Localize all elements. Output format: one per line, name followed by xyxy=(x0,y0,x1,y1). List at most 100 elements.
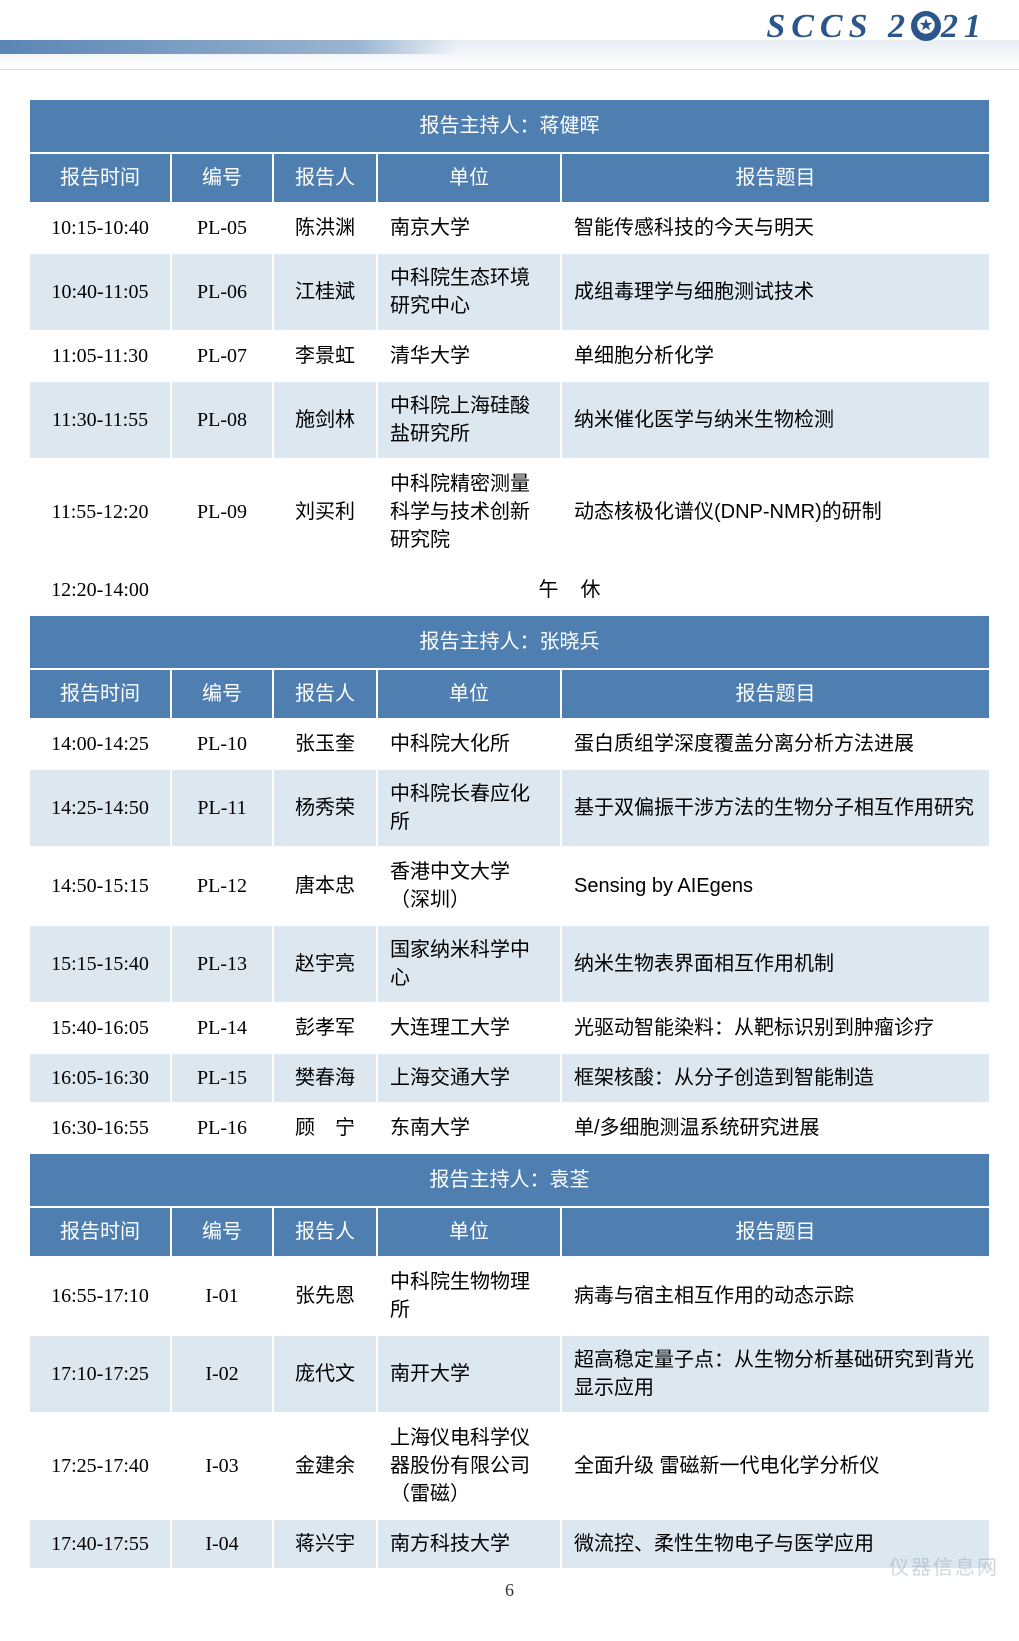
cell-person: 庞代文 xyxy=(273,1335,377,1413)
cell-time: 10:40-11:05 xyxy=(29,253,171,331)
cell-time: 15:15-15:40 xyxy=(29,925,171,1003)
cell-time: 14:50-15:15 xyxy=(29,847,171,925)
cell-code: PL-14 xyxy=(171,1003,273,1053)
cell-time: 14:25-14:50 xyxy=(29,769,171,847)
cell-org: 上海仪电科学仪器股份有限公司（雷磁） xyxy=(377,1413,561,1519)
break-time: 12:20-14:00 xyxy=(29,565,171,615)
cell-time: 11:30-11:55 xyxy=(29,381,171,459)
cell-code: PL-16 xyxy=(171,1103,273,1153)
cell-code: PL-11 xyxy=(171,769,273,847)
table-row: 17:40-17:55I-04蒋兴宇南方科技大学微流控、柔性生物电子与医学应用 xyxy=(29,1519,990,1569)
cell-org: 中科院长春应化所 xyxy=(377,769,561,847)
table-row: 11:05-11:30PL-07李景虹清华大学单细胞分析化学 xyxy=(29,331,990,381)
cell-code: PL-12 xyxy=(171,847,273,925)
table-row: 10:40-11:05PL-06江桂斌中科院生态环境研究中心成组毒理学与细胞测试… xyxy=(29,253,990,331)
cell-title: 基于双偏振干涉方法的生物分子相互作用研究 xyxy=(561,769,990,847)
column-header: 报告人 xyxy=(273,153,377,203)
table-row: 15:15-15:40PL-13赵宇亮国家纳米科学中心纳米生物表界面相互作用机制 xyxy=(29,925,990,1003)
table-row: 17:10-17:25I-02庞代文南开大学超高稳定量子点：从生物分析基础研究到… xyxy=(29,1335,990,1413)
cell-org: 中科院上海硅酸盐研究所 xyxy=(377,381,561,459)
cell-code: PL-15 xyxy=(171,1053,273,1103)
session-chair: 报告主持人：张晓兵 xyxy=(29,615,990,669)
cell-person: 蒋兴宇 xyxy=(273,1519,377,1569)
cell-title: Sensing by AIEgens xyxy=(561,847,990,925)
cell-title: 动态核极化谱仪(DNP-NMR)的研制 xyxy=(561,459,990,565)
cell-code: I-02 xyxy=(171,1335,273,1413)
column-header-row: 报告时间编号报告人单位报告题目 xyxy=(29,1207,990,1257)
cell-person: 杨秀荣 xyxy=(273,769,377,847)
cell-title: 单细胞分析化学 xyxy=(561,331,990,381)
table-row: 16:30-16:55PL-16顾 宁东南大学单/多细胞测温系统研究进展 xyxy=(29,1103,990,1153)
column-header: 报告时间 xyxy=(29,669,171,719)
cell-title: 全面升级 雷磁新一代电化学分析仪 xyxy=(561,1413,990,1519)
table-row: 14:50-15:15PL-12唐本忠香港中文大学（深圳）Sensing by … xyxy=(29,847,990,925)
cell-code: PL-13 xyxy=(171,925,273,1003)
cell-time: 10:15-10:40 xyxy=(29,203,171,253)
table-row: 10:15-10:40PL-05陈洪渊南京大学智能传感科技的今天与明天 xyxy=(29,203,990,253)
column-header: 编号 xyxy=(171,1207,273,1257)
column-header: 编号 xyxy=(171,669,273,719)
column-header: 单位 xyxy=(377,1207,561,1257)
session-chair: 报告主持人：蒋健晖 xyxy=(29,99,990,153)
table-row: 11:55-12:20PL-09刘买利中科院精密测量科学与技术创新研究院动态核极… xyxy=(29,459,990,565)
cell-org: 中科院精密测量科学与技术创新研究院 xyxy=(377,459,561,565)
cell-time: 17:25-17:40 xyxy=(29,1413,171,1519)
cell-code: PL-09 xyxy=(171,459,273,565)
cell-time: 17:40-17:55 xyxy=(29,1519,171,1569)
column-header: 单位 xyxy=(377,153,561,203)
cell-time: 16:05-16:30 xyxy=(29,1053,171,1103)
column-header: 编号 xyxy=(171,153,273,203)
cell-person: 施剑林 xyxy=(273,381,377,459)
table-row: 14:25-14:50PL-11杨秀荣中科院长春应化所基于双偏振干涉方法的生物分… xyxy=(29,769,990,847)
event-logo: SCCS 2✪21 xyxy=(766,8,987,46)
cell-person: 唐本忠 xyxy=(273,847,377,925)
cell-org: 中科院生物物理所 xyxy=(377,1257,561,1335)
cell-person: 江桂斌 xyxy=(273,253,377,331)
session-chair-row: 报告主持人：张晓兵 xyxy=(29,615,990,669)
logo-text-left: SCCS 2 xyxy=(766,8,911,45)
page-body: 报告主持人：蒋健晖报告时间编号报告人单位报告题目10:15-10:40PL-05… xyxy=(0,70,1019,1641)
page-number: 6 xyxy=(28,1570,991,1621)
column-header-row: 报告时间编号报告人单位报告题目 xyxy=(29,153,990,203)
cell-person: 彭孝军 xyxy=(273,1003,377,1053)
break-label: 午休 xyxy=(171,565,990,615)
cell-code: PL-06 xyxy=(171,253,273,331)
cell-org: 上海交通大学 xyxy=(377,1053,561,1103)
cell-code: I-04 xyxy=(171,1519,273,1569)
cell-person: 张玉奎 xyxy=(273,719,377,769)
cell-person: 樊春海 xyxy=(273,1053,377,1103)
cell-title: 单/多细胞测温系统研究进展 xyxy=(561,1103,990,1153)
cell-org: 南方科技大学 xyxy=(377,1519,561,1569)
cell-code: PL-05 xyxy=(171,203,273,253)
cell-person: 陈洪渊 xyxy=(273,203,377,253)
cell-person: 刘买利 xyxy=(273,459,377,565)
cell-title: 成组毒理学与细胞测试技术 xyxy=(561,253,990,331)
cell-title: 蛋白质组学深度覆盖分离分析方法进展 xyxy=(561,719,990,769)
cell-org: 香港中文大学（深圳） xyxy=(377,847,561,925)
break-row: 12:20-14:00午休 xyxy=(29,565,990,615)
cell-code: PL-07 xyxy=(171,331,273,381)
schedule-table: 报告主持人：蒋健晖报告时间编号报告人单位报告题目10:15-10:40PL-05… xyxy=(28,98,991,1570)
cell-title: 智能传感科技的今天与明天 xyxy=(561,203,990,253)
column-header: 报告时间 xyxy=(29,1207,171,1257)
cell-time: 16:30-16:55 xyxy=(29,1103,171,1153)
cell-person: 李景虹 xyxy=(273,331,377,381)
column-header: 报告题目 xyxy=(561,669,990,719)
cell-time: 17:10-17:25 xyxy=(29,1335,171,1413)
session-chair-row: 报告主持人：袁荃 xyxy=(29,1153,990,1207)
cell-org: 南京大学 xyxy=(377,203,561,253)
cell-org: 清华大学 xyxy=(377,331,561,381)
cell-person: 赵宇亮 xyxy=(273,925,377,1003)
column-header: 单位 xyxy=(377,669,561,719)
table-row: 16:55-17:10I-01张先恩中科院生物物理所病毒与宿主相互作用的动态示踪 xyxy=(29,1257,990,1335)
cell-title: 框架核酸：从分子创造到智能制造 xyxy=(561,1053,990,1103)
table-row: 17:25-17:40I-03金建余上海仪电科学仪器股份有限公司（雷磁）全面升级… xyxy=(29,1413,990,1519)
table-row: 14:00-14:25PL-10张玉奎中科院大化所蛋白质组学深度覆盖分离分析方法… xyxy=(29,719,990,769)
column-header: 报告题目 xyxy=(561,153,990,203)
column-header: 报告题目 xyxy=(561,1207,990,1257)
session-chair-row: 报告主持人：蒋健晖 xyxy=(29,99,990,153)
cell-org: 南开大学 xyxy=(377,1335,561,1413)
cell-title: 病毒与宿主相互作用的动态示踪 xyxy=(561,1257,990,1335)
cell-org: 东南大学 xyxy=(377,1103,561,1153)
column-header: 报告人 xyxy=(273,1207,377,1257)
